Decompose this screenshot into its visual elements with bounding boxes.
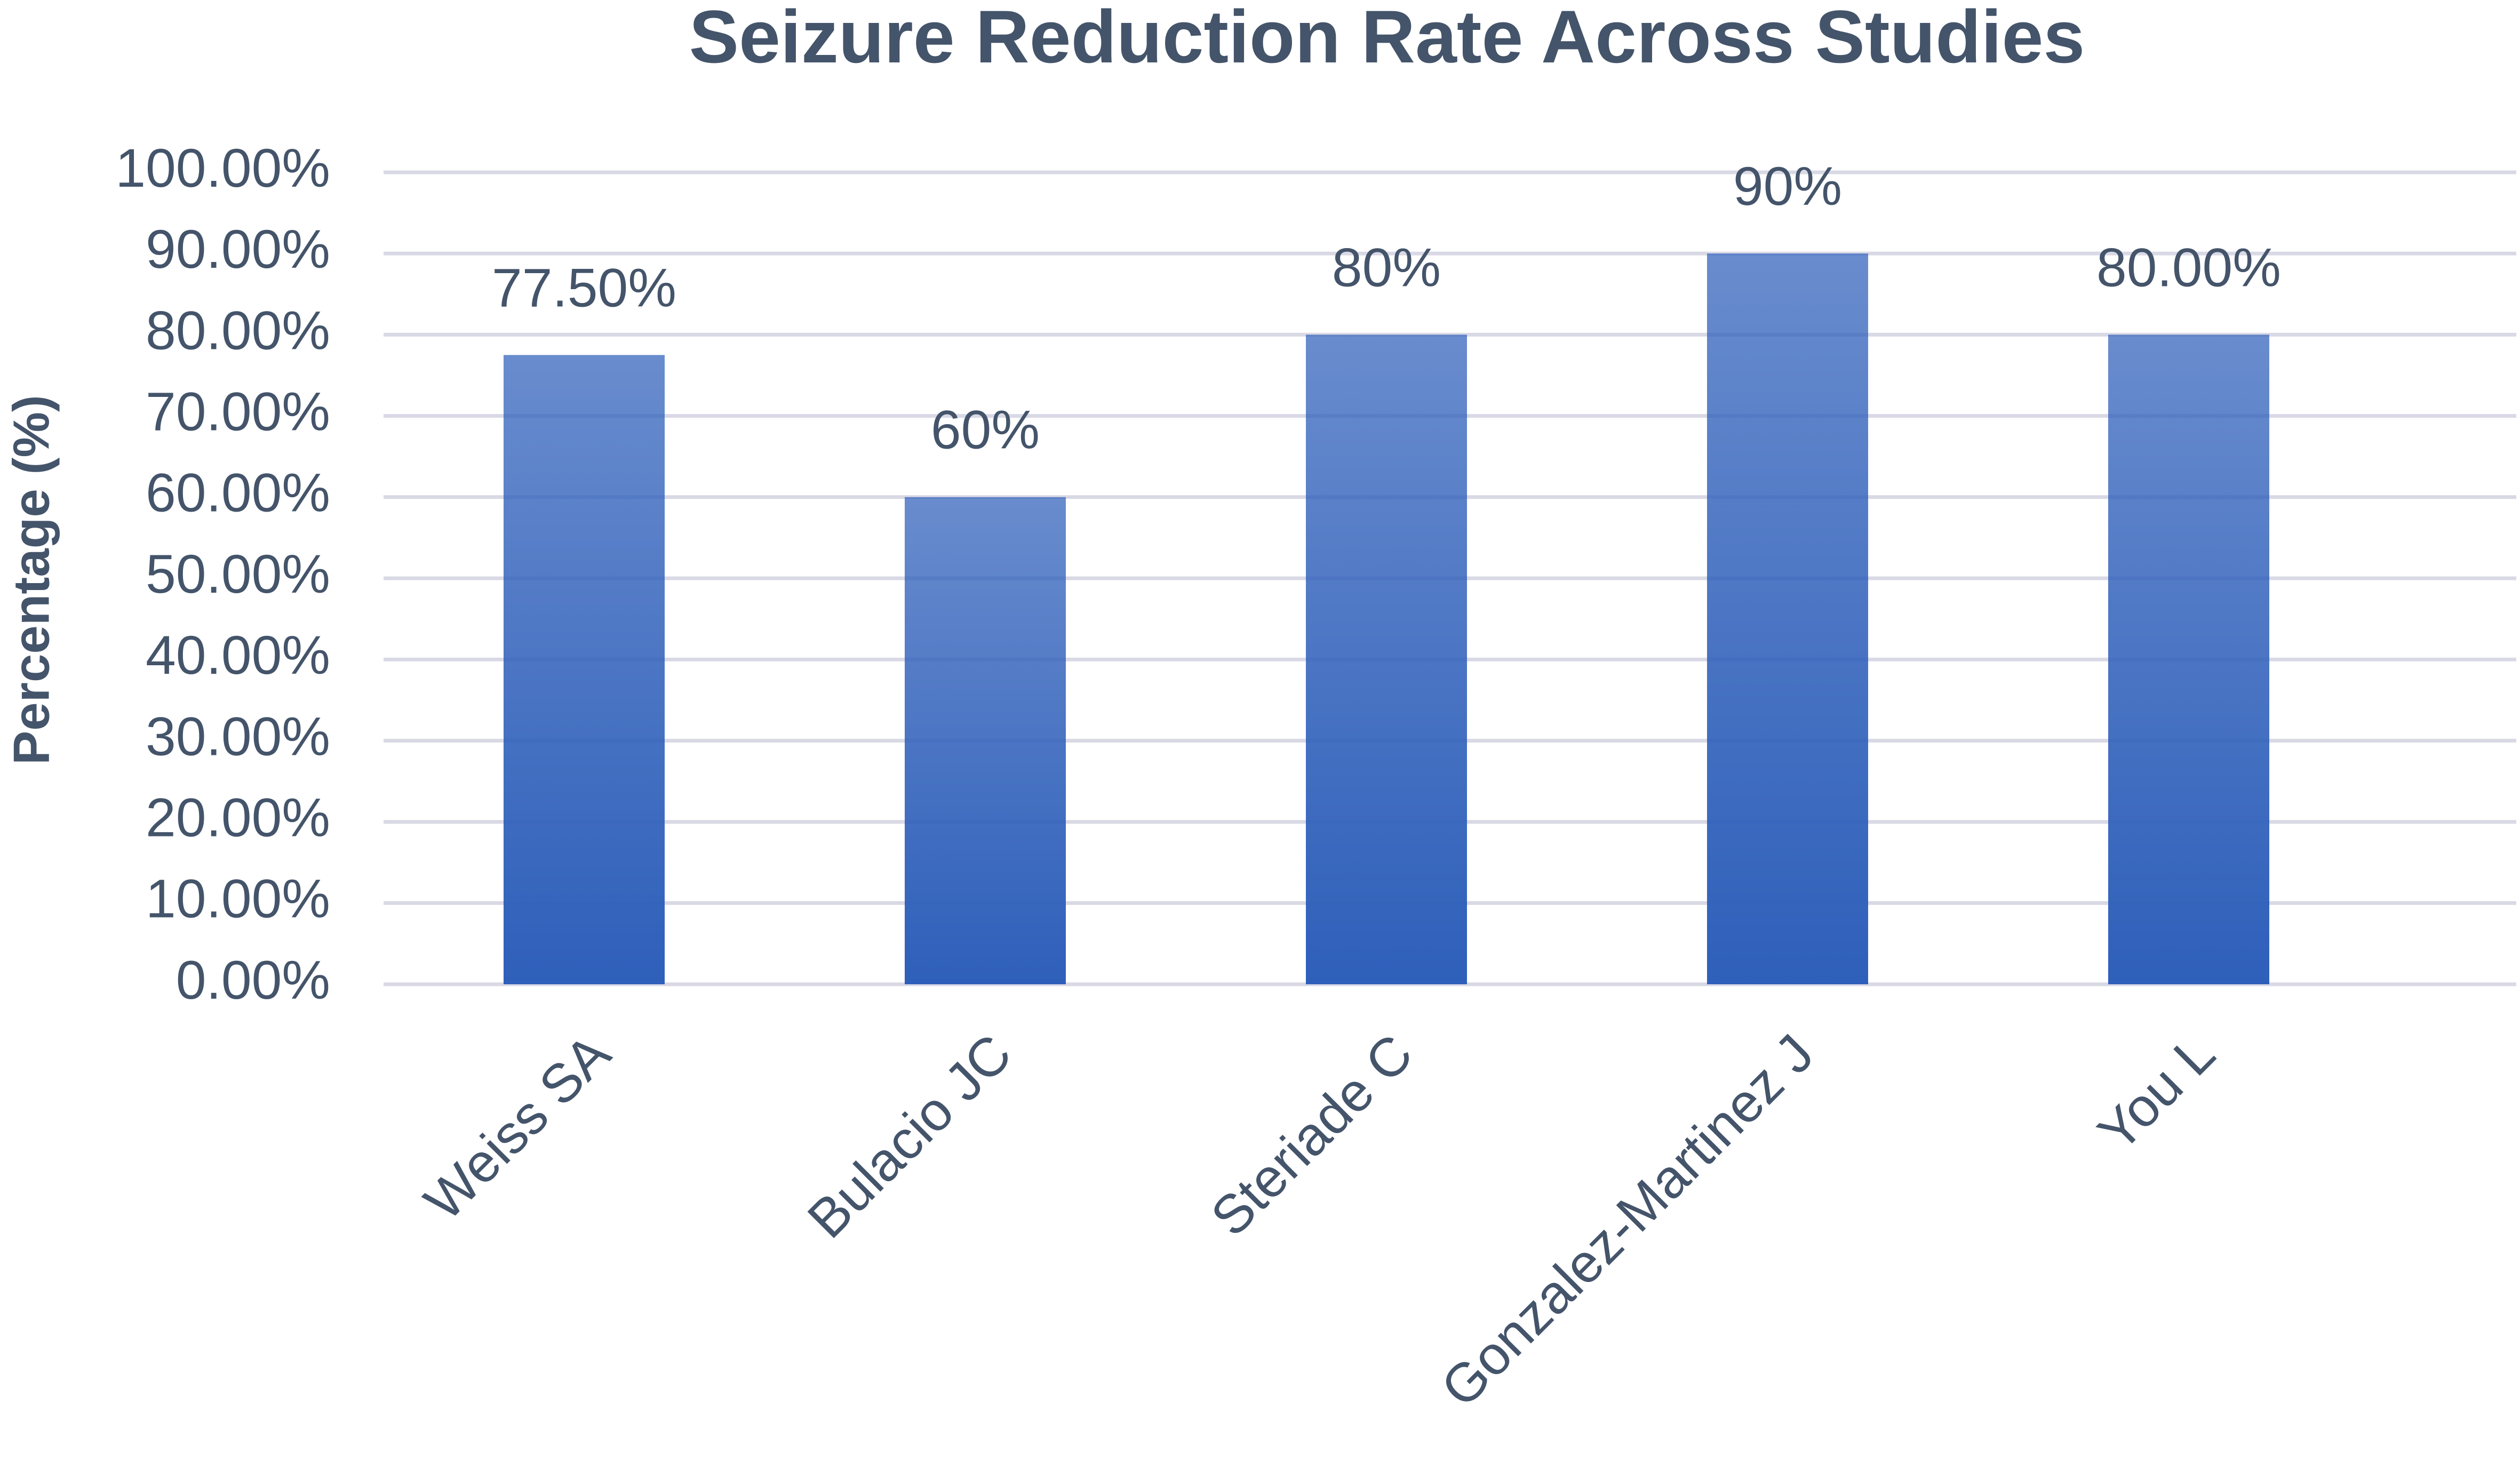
value-label: 80.00% bbox=[2096, 237, 2281, 298]
value-label: 90% bbox=[1733, 156, 1842, 217]
bar bbox=[1306, 334, 1467, 984]
y-tick-label: 30.00% bbox=[146, 706, 330, 767]
y-tick-label: 60.00% bbox=[146, 463, 330, 523]
y-tick-label: 10.00% bbox=[146, 869, 330, 929]
y-tick-label: 70.00% bbox=[146, 381, 330, 442]
value-label: 80% bbox=[1332, 237, 1441, 298]
bar bbox=[2108, 334, 2269, 984]
bar bbox=[905, 497, 1066, 984]
value-label: 60% bbox=[931, 400, 1040, 460]
y-tick-label: 90.00% bbox=[146, 219, 330, 280]
x-tick-label: Gonzalez-Martinez J bbox=[1430, 1023, 1825, 1419]
y-tick-label: 20.00% bbox=[146, 787, 330, 848]
bar bbox=[504, 355, 665, 985]
value-label: 77.50% bbox=[492, 257, 676, 318]
y-tick-label: 0.00% bbox=[176, 950, 330, 1010]
x-tick-label: Weiss SA bbox=[413, 1023, 622, 1232]
y-axis-label: Percentage (%) bbox=[3, 395, 60, 765]
y-tick-label: 100.00% bbox=[115, 138, 330, 198]
x-tick-label: Bulacio JC bbox=[796, 1023, 1023, 1249]
x-tick-label: Steriade C bbox=[1199, 1023, 1424, 1247]
bar bbox=[1707, 253, 1868, 985]
y-tick-label: 80.00% bbox=[146, 300, 330, 361]
y-tick-label: 50.00% bbox=[146, 544, 330, 604]
chart-title: Seizure Reduction Rate Across Studies bbox=[689, 0, 2085, 78]
x-tick-label: You L bbox=[2086, 1023, 2226, 1162]
y-tick-label: 40.00% bbox=[146, 625, 330, 686]
